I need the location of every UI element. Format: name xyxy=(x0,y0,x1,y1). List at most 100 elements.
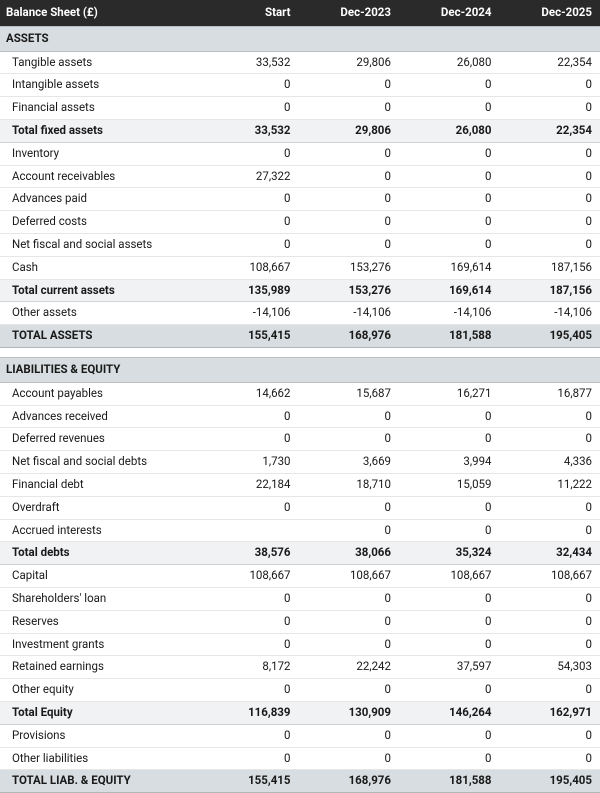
row-value: -14,106 xyxy=(198,302,299,325)
row-value: 108,667 xyxy=(198,565,299,588)
row-value: 0 xyxy=(399,233,500,256)
row-value: 0 xyxy=(500,428,600,451)
row-label: Deferred costs xyxy=(0,211,198,234)
row-value: 0 xyxy=(198,142,299,165)
table-row: TOTAL LIAB. & EQUITY155,415168,976181,58… xyxy=(0,770,600,793)
row-value: 38,066 xyxy=(299,542,400,565)
table-row: Total current assets135,989153,276169,61… xyxy=(0,279,600,302)
table-header: Balance Sheet (£) Start Dec-2023 Dec-202… xyxy=(0,0,600,26)
row-value: 15,059 xyxy=(399,473,500,496)
row-value: 0 xyxy=(198,188,299,211)
row-value: 3,994 xyxy=(399,451,500,474)
row-label: Total Equity xyxy=(0,701,198,724)
row-value: 32,434 xyxy=(500,542,600,565)
row-label: Total current assets xyxy=(0,279,198,302)
row-value: 22,184 xyxy=(198,473,299,496)
table-row: Other liabilities0000 xyxy=(0,747,600,770)
row-value: 0 xyxy=(198,587,299,610)
balance-sheet-table: Balance Sheet (£) Start Dec-2023 Dec-202… xyxy=(0,0,600,793)
row-value: 0 xyxy=(299,519,400,542)
row-value: 169,614 xyxy=(399,279,500,302)
table-row: TOTAL ASSETS155,415168,976181,588195,405 xyxy=(0,325,600,348)
row-value: 0 xyxy=(399,679,500,702)
row-value: 0 xyxy=(299,747,400,770)
row-value: 0 xyxy=(299,428,400,451)
row-value: 54,303 xyxy=(500,656,600,679)
table-row: Net fiscal and social debts1,7303,6693,9… xyxy=(0,451,600,474)
row-value: 155,415 xyxy=(198,770,299,793)
row-label: Net fiscal and social assets xyxy=(0,233,198,256)
row-label: Account payables xyxy=(0,382,198,405)
row-value: 0 xyxy=(399,211,500,234)
table-row: Account payables14,66215,68716,27116,877 xyxy=(0,382,600,405)
row-value: 168,976 xyxy=(299,325,400,348)
row-label: Tangible assets xyxy=(0,51,198,74)
balance-sheet: Balance Sheet (£) Start Dec-2023 Dec-202… xyxy=(0,0,600,793)
row-value: 0 xyxy=(299,587,400,610)
row-value: 0 xyxy=(198,679,299,702)
row-value: 0 xyxy=(399,428,500,451)
row-value: -14,106 xyxy=(500,302,600,325)
table-row: Financial debt22,18418,71015,05911,222 xyxy=(0,473,600,496)
row-value: 155,415 xyxy=(198,325,299,348)
row-value: 187,156 xyxy=(500,279,600,302)
row-value: 181,588 xyxy=(399,770,500,793)
row-value: 108,667 xyxy=(500,565,600,588)
row-value: 0 xyxy=(299,165,400,188)
row-value: 0 xyxy=(198,747,299,770)
row-label: Other assets xyxy=(0,302,198,325)
row-value: 0 xyxy=(198,74,299,97)
table-row: Retained earnings8,17222,24237,59754,303 xyxy=(0,656,600,679)
row-value: 26,080 xyxy=(399,119,500,142)
row-value: 169,614 xyxy=(399,256,500,279)
row-value: 0 xyxy=(500,97,600,120)
row-value: 0 xyxy=(500,679,600,702)
row-value: 0 xyxy=(399,610,500,633)
row-value: 3,669 xyxy=(299,451,400,474)
table-row: ASSETS xyxy=(0,26,600,51)
row-value: 0 xyxy=(500,519,600,542)
row-value: 0 xyxy=(299,188,400,211)
row-label: Total debts xyxy=(0,542,198,565)
row-value: 0 xyxy=(399,633,500,656)
row-value: 0 xyxy=(198,405,299,428)
table-body: ASSETSTangible assets33,53229,80626,0802… xyxy=(0,26,600,792)
row-value: 0 xyxy=(399,142,500,165)
row-value: 1,730 xyxy=(198,451,299,474)
row-value: 0 xyxy=(299,233,400,256)
row-value: 195,405 xyxy=(500,770,600,793)
row-value: 0 xyxy=(500,747,600,770)
table-row: Net fiscal and social assets0000 xyxy=(0,233,600,256)
row-label: Investment grants xyxy=(0,633,198,656)
row-value: 108,667 xyxy=(299,565,400,588)
row-value: -14,106 xyxy=(399,302,500,325)
row-label: Financial debt xyxy=(0,473,198,496)
row-value: -14,106 xyxy=(299,302,400,325)
row-label: Other liabilities xyxy=(0,747,198,770)
table-row: Accrued interests000 xyxy=(0,519,600,542)
table-row: Investment grants0000 xyxy=(0,633,600,656)
row-value: 0 xyxy=(299,724,400,747)
row-value: 0 xyxy=(500,610,600,633)
row-value: 0 xyxy=(399,188,500,211)
table-row: Shareholders' loan0000 xyxy=(0,587,600,610)
row-value: 0 xyxy=(198,233,299,256)
row-value: 0 xyxy=(299,142,400,165)
row-label: Retained earnings xyxy=(0,656,198,679)
row-value: 0 xyxy=(399,519,500,542)
row-value: 146,264 xyxy=(399,701,500,724)
row-value: 15,687 xyxy=(299,382,400,405)
row-value: 11,222 xyxy=(500,473,600,496)
row-value: 37,597 xyxy=(399,656,500,679)
row-value: 130,909 xyxy=(299,701,400,724)
row-value: 4,336 xyxy=(500,451,600,474)
row-value: 0 xyxy=(198,496,299,519)
row-value: 0 xyxy=(198,211,299,234)
table-row: Account receivables27,322000 xyxy=(0,165,600,188)
row-value: 135,989 xyxy=(198,279,299,302)
row-value: 0 xyxy=(500,188,600,211)
row-value: 0 xyxy=(500,405,600,428)
header-col: Dec-2024 xyxy=(399,0,500,26)
row-value: 0 xyxy=(399,587,500,610)
row-value: 0 xyxy=(500,633,600,656)
